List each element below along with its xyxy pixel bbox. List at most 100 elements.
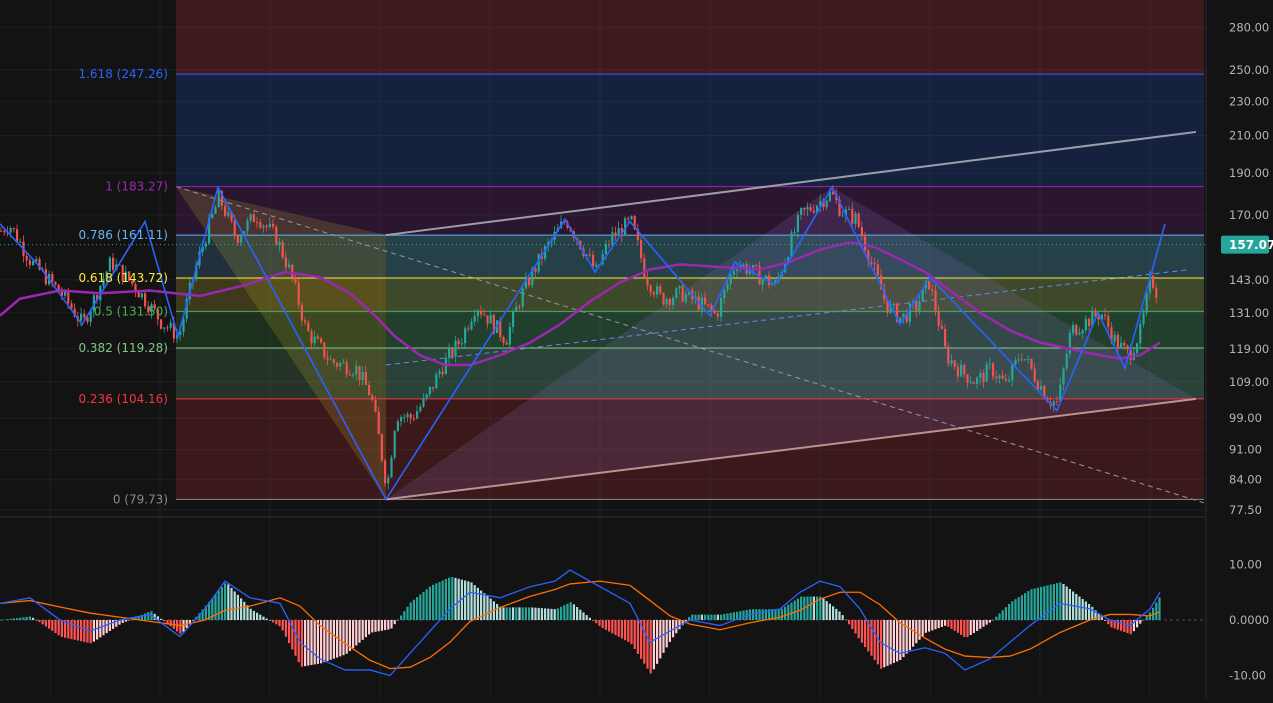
macd-histogram-bar — [451, 577, 454, 620]
candle-body — [1075, 324, 1078, 335]
macd-histogram-bar — [400, 615, 403, 620]
macd-histogram-bar — [1139, 620, 1142, 624]
macd-histogram-bar — [665, 620, 668, 648]
candle-body — [790, 232, 793, 258]
macd-histogram-bar — [944, 620, 947, 626]
macd-histogram-bar — [899, 620, 902, 661]
macd-histogram-bar — [252, 610, 255, 620]
candle-body — [524, 278, 527, 289]
macd-histogram-bar — [339, 620, 342, 657]
price-axis-tick-label: 170.00 — [1229, 208, 1269, 222]
candle-body — [201, 246, 204, 252]
macd-histogram-bar — [640, 620, 643, 659]
candle-body — [726, 284, 729, 290]
moving-average-line — [0, 241, 1161, 367]
macd-histogram-bar — [390, 620, 393, 629]
candle-body — [1136, 343, 1139, 354]
candle-body — [515, 306, 518, 312]
candle-body — [1017, 359, 1020, 361]
macd-histogram-bar — [489, 598, 492, 620]
candle-body — [172, 322, 175, 339]
candle-body — [64, 291, 67, 296]
macd-histogram-bar — [22, 617, 25, 620]
macd-histogram-bar — [281, 620, 284, 631]
macd-histogram-bar — [1033, 588, 1036, 620]
macd-histogram-bar — [688, 617, 691, 620]
price-axis-tick-label: 119.00 — [1229, 342, 1269, 356]
candle-body — [1116, 334, 1119, 349]
macd-histogram-bar — [374, 620, 377, 632]
candle-body — [118, 264, 121, 266]
macd-histogram-bar — [496, 604, 499, 620]
candle-body — [1043, 386, 1046, 399]
macd-histogram-bar — [473, 585, 476, 620]
candle-body — [246, 220, 249, 232]
candle-body — [393, 430, 396, 458]
macd-histogram-bar — [278, 620, 281, 627]
macd-histogram-bar — [646, 620, 649, 669]
macd-histogram-bar — [262, 616, 265, 620]
macd-histogram-bar — [716, 614, 719, 620]
candle-body — [956, 366, 959, 377]
candle-body — [1081, 330, 1084, 334]
candle-body — [284, 257, 287, 268]
macd-histogram-bar — [323, 620, 326, 663]
candle-body — [1123, 342, 1126, 346]
macd-histogram-bar — [41, 620, 44, 625]
macd-histogram-bar — [793, 600, 796, 620]
grid — [0, 0, 1206, 699]
macd-histogram-bar — [736, 611, 739, 620]
candle-body — [342, 362, 345, 364]
candle-body — [761, 278, 764, 285]
candle-body — [627, 218, 630, 220]
candle-body — [1113, 334, 1116, 342]
macd-histogram-bar — [1040, 586, 1043, 620]
macd-histogram-bar — [953, 620, 956, 631]
macd-histogram-bar — [1113, 620, 1116, 629]
candle-body — [403, 416, 406, 418]
candle-body — [793, 232, 796, 234]
candle-body — [230, 211, 233, 221]
candlesticks — [0, 185, 1158, 490]
candle-body — [140, 293, 143, 298]
candle-body — [160, 319, 163, 329]
candle-body — [588, 254, 591, 256]
candle-body — [867, 250, 870, 262]
candle-body — [1152, 275, 1155, 288]
macd-histogram-bar — [976, 620, 979, 631]
candle-body — [464, 328, 467, 344]
candle-body — [652, 292, 655, 295]
candle-body — [723, 289, 726, 298]
macd-histogram-bar — [870, 620, 873, 656]
macd-histogram-bar — [1104, 620, 1107, 621]
price-axis[interactable]: 280.00 250.00 230.00 210.00 190.00 170.00 143.… — [0, 20, 1273, 517]
macd-histogram-bar — [1017, 597, 1020, 620]
candle-body — [470, 321, 473, 330]
macd-axis[interactable]: 10.00 0.0000 -10.00 — [1229, 558, 1269, 683]
zigzag-line — [0, 185, 1166, 501]
macd-histogram-bar — [723, 614, 726, 620]
candle-body — [483, 314, 486, 316]
fibonacci-zones — [176, 0, 1204, 500]
candle-body — [438, 371, 441, 375]
macd-histogram-bar — [86, 620, 89, 643]
macd-histogram-bar — [691, 614, 694, 620]
macd-histogram-bar — [368, 620, 371, 635]
macd-histogram-bar — [316, 620, 319, 664]
macd-histogram-bar — [288, 620, 291, 644]
macd-histogram-bar — [956, 620, 959, 633]
candle-body — [147, 306, 150, 313]
macd-histogram-bar — [857, 620, 860, 639]
candle-body — [3, 230, 6, 233]
macd-histogram-bar — [44, 620, 47, 627]
candle-body — [390, 457, 393, 478]
candle-body — [425, 394, 428, 398]
macd-histogram-bar — [1100, 617, 1103, 620]
macd-histogram-bar — [1056, 583, 1059, 620]
fib-level-label: 1 (183.27) — [105, 180, 168, 194]
macd-histogram-bar — [313, 620, 316, 665]
macd-histogram-bar — [832, 606, 835, 620]
macd-histogram-bar — [572, 604, 575, 620]
